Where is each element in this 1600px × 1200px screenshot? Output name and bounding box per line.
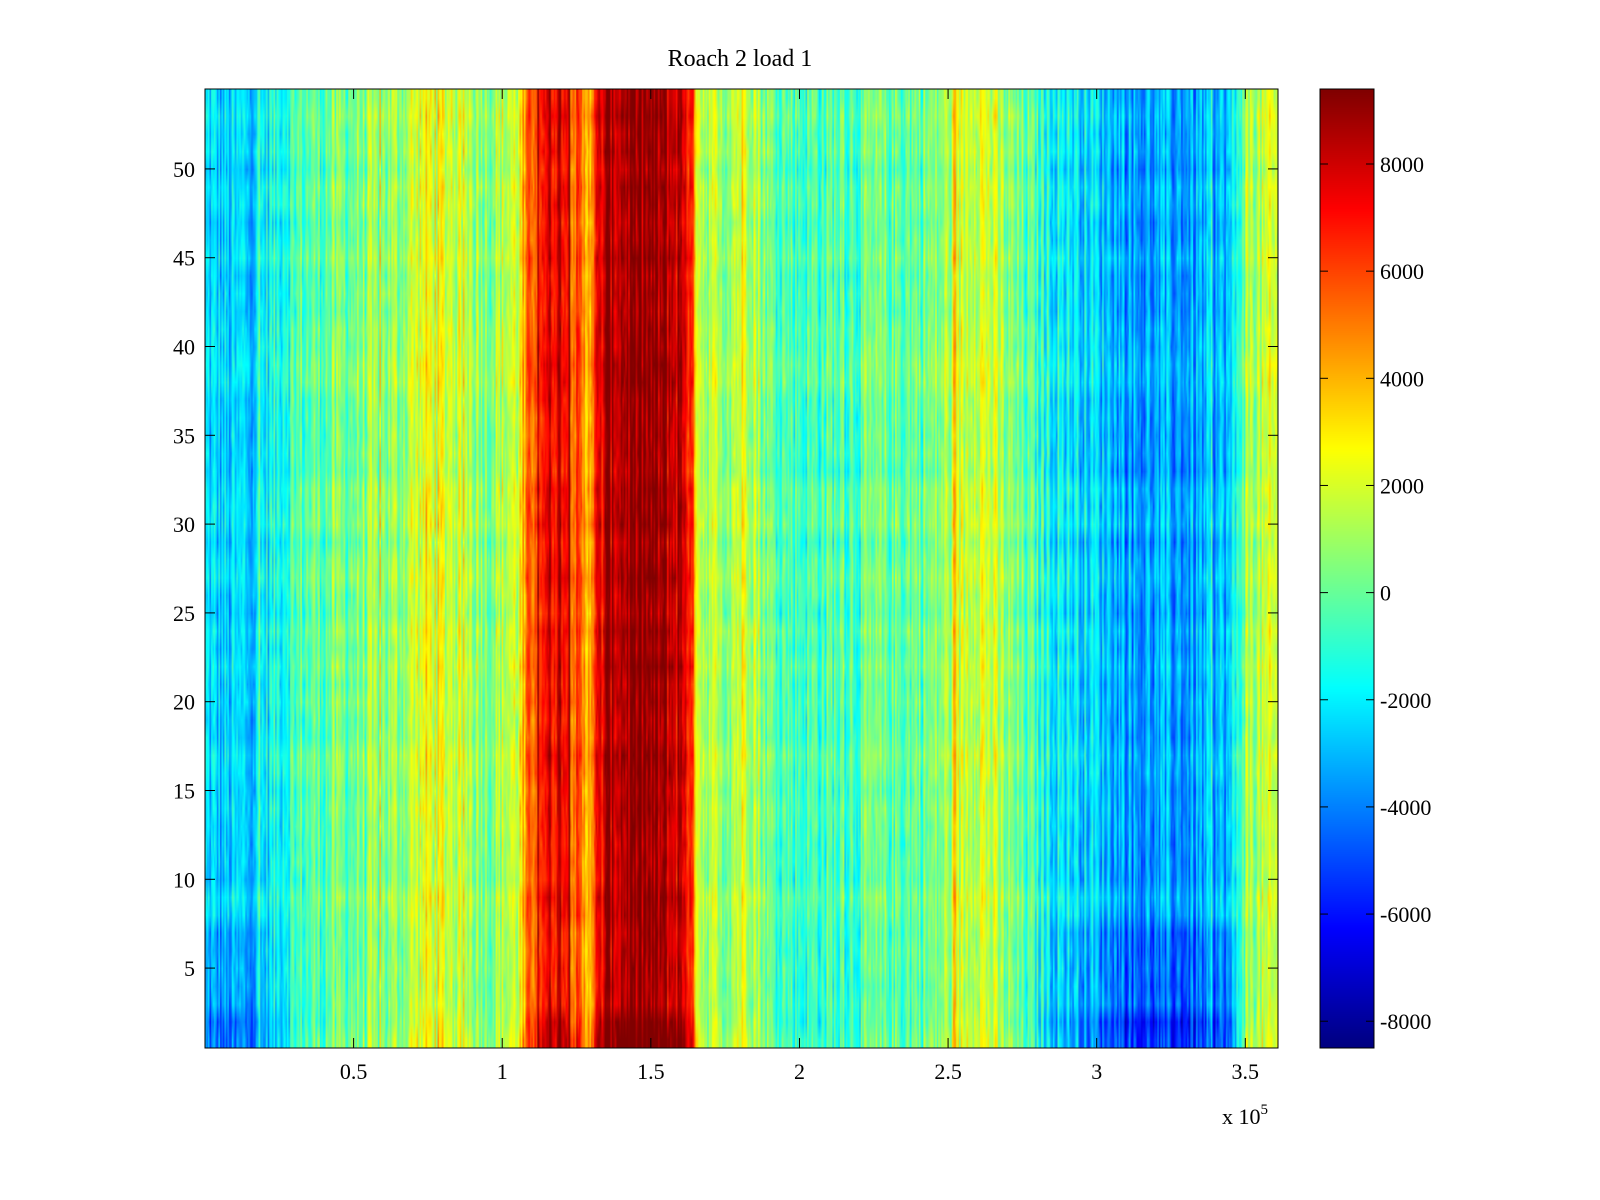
colorbar-tick-label: 4000 [1380, 366, 1424, 391]
y-tick-label: 20 [173, 690, 195, 715]
colorbar-frame [1319, 88, 1375, 1049]
x-tick-label: 3 [1091, 1059, 1102, 1084]
x-tick-label: 3.5 [1232, 1059, 1260, 1084]
x-tick-label: 0.5 [340, 1059, 368, 1084]
chart-title: Roach 2 load 1 [668, 46, 813, 72]
y-tick-label: 35 [173, 423, 195, 448]
colorbar-tick-label: 0 [1380, 581, 1391, 606]
y-tick-label: 30 [173, 512, 195, 537]
x-tick-label: 1 [497, 1059, 508, 1084]
y-tick-label: 45 [173, 246, 195, 271]
y-tick-label: 50 [173, 157, 195, 182]
colorbar-tick-label: -8000 [1380, 1009, 1431, 1034]
colorbar-tick-label: -4000 [1380, 795, 1431, 820]
heatmap-image [205, 89, 1278, 1048]
x-tick-label: 2.5 [934, 1059, 962, 1084]
colorbar: 8000 6000 4000 2000 0 -2000 -4000 -6000 -8000 [1319, 88, 1431, 1049]
colorbar-tick-label: -6000 [1380, 902, 1431, 927]
colorbar-image [1320, 89, 1374, 1048]
colorbar-tick-label: 2000 [1380, 473, 1424, 498]
colorbar-ticks: 8000 6000 4000 2000 0 -2000 -4000 -6000 -8000 [1320, 152, 1431, 1034]
x-exponent-base: x 10 [1222, 1104, 1261, 1129]
x-tick-label: 2 [794, 1059, 805, 1084]
x-exponent-label: x 105 [1222, 1102, 1268, 1129]
colorbar-tick-label: 8000 [1380, 152, 1424, 177]
y-tick-label: 15 [173, 778, 195, 803]
y-tick-label: 40 [173, 335, 195, 360]
y-tick-label: 25 [173, 601, 195, 626]
plot-frame [204, 88, 1279, 1049]
colorbar-tick-label: 6000 [1380, 259, 1424, 284]
x-exponent-power: 5 [1261, 1102, 1269, 1118]
plot-area: 0.5 1 1.5 2 2.5 3 3.5 5 10 15 20 25 30 35 40 45 50 [173, 88, 1279, 1084]
x-tick-label: 1.5 [637, 1059, 665, 1084]
y-axis-ticks: 5 10 15 20 25 30 35 40 45 50 [173, 157, 1278, 981]
colorbar-tick-label: -2000 [1380, 688, 1431, 713]
y-tick-label: 5 [184, 956, 195, 981]
x-axis-ticks: 0.5 1 1.5 2 2.5 3 3.5 [340, 89, 1259, 1084]
y-tick-label: 10 [173, 867, 195, 892]
